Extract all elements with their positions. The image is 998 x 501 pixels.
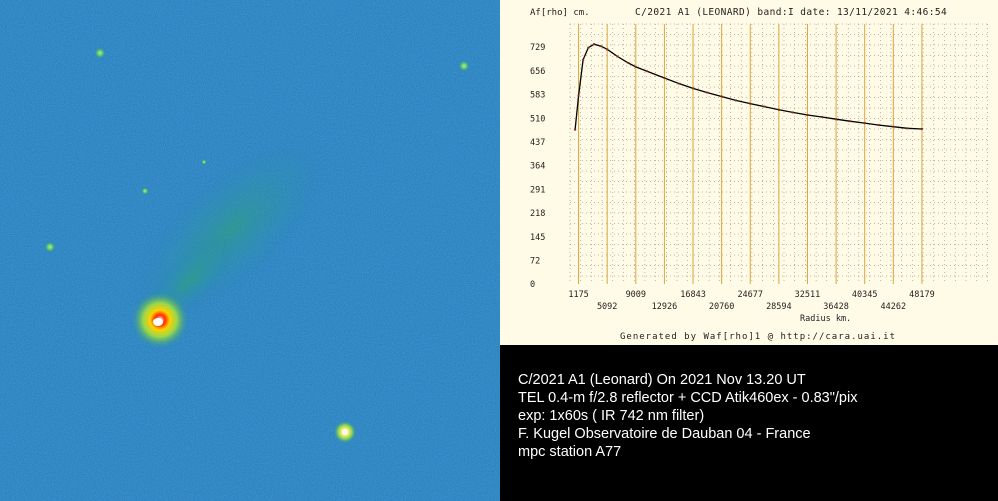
observation-caption: C/2021 A1 (Leonard) On 2021 Nov 13.20 UT… [518, 371, 857, 461]
x-tick-label: 16843 [680, 290, 706, 300]
data-point [777, 108, 780, 111]
x-tick-label: 44262 [881, 302, 907, 312]
faint-star [141, 187, 149, 195]
data-point [663, 76, 666, 79]
data-point [599, 45, 602, 48]
y-ticks: 729 656 583 510 437 364 291 218 145 72 0 [530, 43, 545, 290]
comet-image [0, 0, 500, 501]
grid [569, 23, 990, 284]
data-point [582, 58, 585, 61]
caption-exposure: exp: 1x60s ( IR 742 nm filter) [518, 408, 705, 424]
x-tick-label: 12926 [652, 302, 678, 312]
data-point [791, 111, 794, 114]
caption-observer: F. Kugel Observatoire de Dauban 04 - Fra… [518, 426, 811, 442]
y-tick-label: 583 [530, 91, 545, 101]
x-tick-label: 20760 [709, 302, 735, 312]
y-axis-label: Af[rho] cm. [530, 8, 590, 18]
y-tick-label: 218 [530, 209, 545, 219]
data-point [920, 127, 923, 130]
faint-star [94, 47, 106, 59]
data-point [616, 55, 619, 58]
data-point [634, 65, 637, 68]
comet-photo [0, 0, 500, 501]
data-point [593, 43, 596, 46]
x-tick-label: 40345 [852, 290, 878, 300]
data-point [692, 87, 695, 90]
y-tick-label: 510 [530, 114, 545, 124]
x-ticks: 1175 9009 16843 24677 32511 40345 48179 5092 129… [568, 290, 934, 312]
x-tick-label: 36428 [823, 302, 849, 312]
data-point [574, 128, 577, 131]
caption-object-date: C/2021 A1 (Leonard) On 2021 Nov 13.20 UT [518, 372, 806, 388]
caption-mpc-station: mpc station A77 [518, 444, 622, 460]
y-tick-label: 72 [530, 257, 540, 267]
x-tick-label: 32511 [795, 290, 821, 300]
y-tick-label: 364 [530, 162, 545, 172]
caption-telescope: TEL 0.4-m f/2.8 reflector + CCD Atik460e… [518, 390, 858, 406]
data-point [863, 122, 866, 125]
x-axis-label: Radius km. [800, 314, 851, 324]
caption-panel: C/2021 A1 (Leonard) On 2021 Nov 13.20 UT… [500, 345, 998, 501]
data-point [645, 70, 648, 73]
generator-footer: Generated by Waf[rho]1 @ http://cara.uai… [620, 332, 896, 342]
afrho-chart: Af[rho] cm. C/2021 A1 (LEONARD) band:I d… [500, 0, 998, 345]
data-point [848, 120, 851, 123]
data-point [749, 102, 752, 105]
y-tick-label: 729 [530, 43, 545, 53]
data-point [806, 114, 809, 116]
x-tick-label: 1175 [568, 290, 588, 300]
chart-title: C/2021 A1 (LEONARD) band:I date: 13/11/2… [635, 7, 947, 18]
data-point [587, 46, 590, 49]
y-tick-label: 437 [530, 138, 545, 148]
y-tick-label: 656 [530, 67, 545, 77]
x-tick-label: 48179 [909, 290, 935, 300]
y-tick-label: 145 [530, 233, 545, 243]
data-point [835, 118, 838, 121]
faint-star [44, 241, 56, 253]
afrho-plot: Af[rho] cm. C/2021 A1 (LEONARD) band:I d… [530, 7, 990, 342]
x-tick-label: 9009 [626, 290, 646, 300]
data-point [606, 48, 609, 51]
x-tick-label: 5092 [597, 302, 617, 312]
data-point [877, 124, 880, 127]
faint-star [458, 60, 470, 72]
data-point [734, 99, 737, 102]
data-point [821, 115, 823, 118]
data-point [720, 95, 723, 98]
y-tick-label: 0 [530, 280, 535, 290]
comet-nucleus [153, 318, 163, 326]
data-points [574, 43, 923, 131]
data-point [763, 105, 766, 108]
data-point [706, 91, 709, 94]
data-point [906, 127, 909, 130]
x-tick-label: 28594 [766, 302, 792, 312]
afrho-series-line [574, 43, 922, 130]
x-tick-label: 24677 [737, 290, 763, 300]
faint-star [201, 159, 207, 165]
data-point [678, 82, 681, 85]
data-point [627, 62, 630, 64]
data-point [577, 94, 580, 97]
data-point [892, 125, 895, 128]
y-tick-label: 291 [530, 185, 545, 195]
